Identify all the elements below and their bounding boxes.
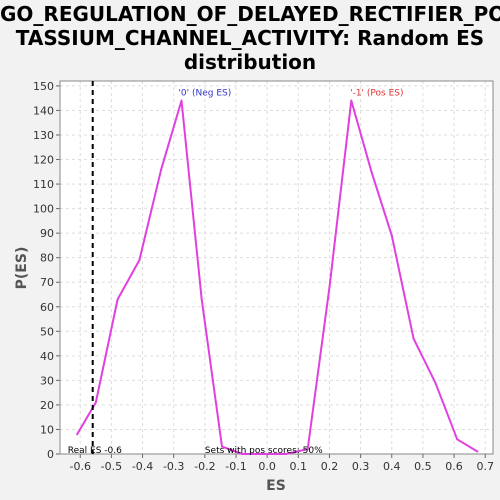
x-tick-label: 0.0	[258, 460, 276, 473]
grid	[60, 81, 493, 455]
data-point	[180, 99, 183, 102]
data-point	[94, 401, 97, 404]
chart-title-line-2: TASSIUM_CHANNEL_ACTIVITY: Random ES	[15, 26, 485, 50]
y-tick-label: 0	[47, 448, 54, 461]
annotation-layer: '0' (Neg ES) '-1' (Pos ES) Real ES -0.6 Set…	[68, 89, 404, 456]
x-tick-label: 0.4	[383, 460, 401, 473]
x-tick-label: 0.1	[290, 460, 308, 473]
data-point	[412, 337, 415, 340]
data-point	[306, 448, 309, 451]
x-tick-label: -0.2	[194, 460, 215, 473]
x-axis-title: ES	[266, 478, 286, 494]
y-tick-label: 60	[40, 301, 54, 314]
x-tick-label: -0.4	[132, 460, 153, 473]
y-tick-label: 70	[40, 276, 54, 289]
data-point	[220, 445, 223, 448]
y-tick-label: 140	[33, 104, 54, 117]
y-tick-label: 100	[33, 203, 54, 216]
data-point	[76, 433, 79, 436]
y-tick-label: 10	[40, 423, 54, 436]
x-tick-label: -0.3	[163, 460, 184, 473]
chart-title-line-1: GO_REGULATION_OF_DELAYED_RECTIFIER_PO	[0, 2, 500, 26]
data-point	[116, 298, 119, 301]
data-point	[200, 298, 203, 301]
data-point	[138, 259, 141, 262]
series-line	[76, 99, 478, 455]
annotation-label: '0' (Neg ES)	[178, 89, 231, 99]
x-tick-label: 0.3	[352, 460, 370, 473]
y-tick-label: 40	[40, 350, 54, 363]
y-tick-label: 150	[33, 80, 54, 93]
data-point	[328, 286, 331, 289]
y-tick-label: 130	[33, 129, 54, 142]
x-tick-label: -0.5	[101, 460, 122, 473]
x-tick-label: 0.2	[321, 460, 339, 473]
y-tick-label: 50	[40, 325, 54, 338]
chart-title: GO_REGULATION_OF_DELAYED_RECTIFIER_PO TA…	[0, 2, 500, 74]
plot-area	[60, 81, 493, 454]
y-tick-label: 110	[33, 178, 54, 191]
y-axis-title: P(ES)	[14, 247, 30, 290]
x-tick-label: 0.6	[445, 460, 463, 473]
x-tick-label: -0.1	[225, 460, 246, 473]
y-tick-label: 30	[40, 374, 54, 387]
x-tick-label: 0.5	[414, 460, 432, 473]
x-tick-label: -0.6	[70, 460, 91, 473]
axes: -0.6 -0.5 -0.4 -0.3 -0.2 -0.1 0.0 0.1 0.2 0.3 0.4 0…	[33, 80, 494, 473]
data-point	[241, 453, 244, 455]
y-tick-label: 120	[33, 154, 54, 167]
y-tick-label: 90	[40, 227, 54, 240]
annotation-label: Real ES -0.6	[68, 446, 122, 456]
data-point	[476, 450, 479, 453]
annotation-label: Sets with pos scores: 50%	[205, 446, 323, 456]
chart-title-line-3: distribution	[183, 50, 317, 74]
data-point	[370, 170, 373, 173]
data-point	[456, 438, 459, 441]
series-layer	[76, 81, 479, 455]
y-tick-label: 80	[40, 252, 54, 265]
x-tick-label: 0.7	[476, 460, 494, 473]
data-point	[390, 234, 393, 237]
annotation-label: '-1' (Pos ES)	[350, 89, 403, 99]
data-point	[284, 453, 287, 455]
data-point	[434, 381, 437, 384]
data-point	[350, 99, 353, 102]
data-point	[160, 168, 163, 171]
data-point	[266, 453, 269, 455]
y-tick-label: 20	[40, 399, 54, 412]
